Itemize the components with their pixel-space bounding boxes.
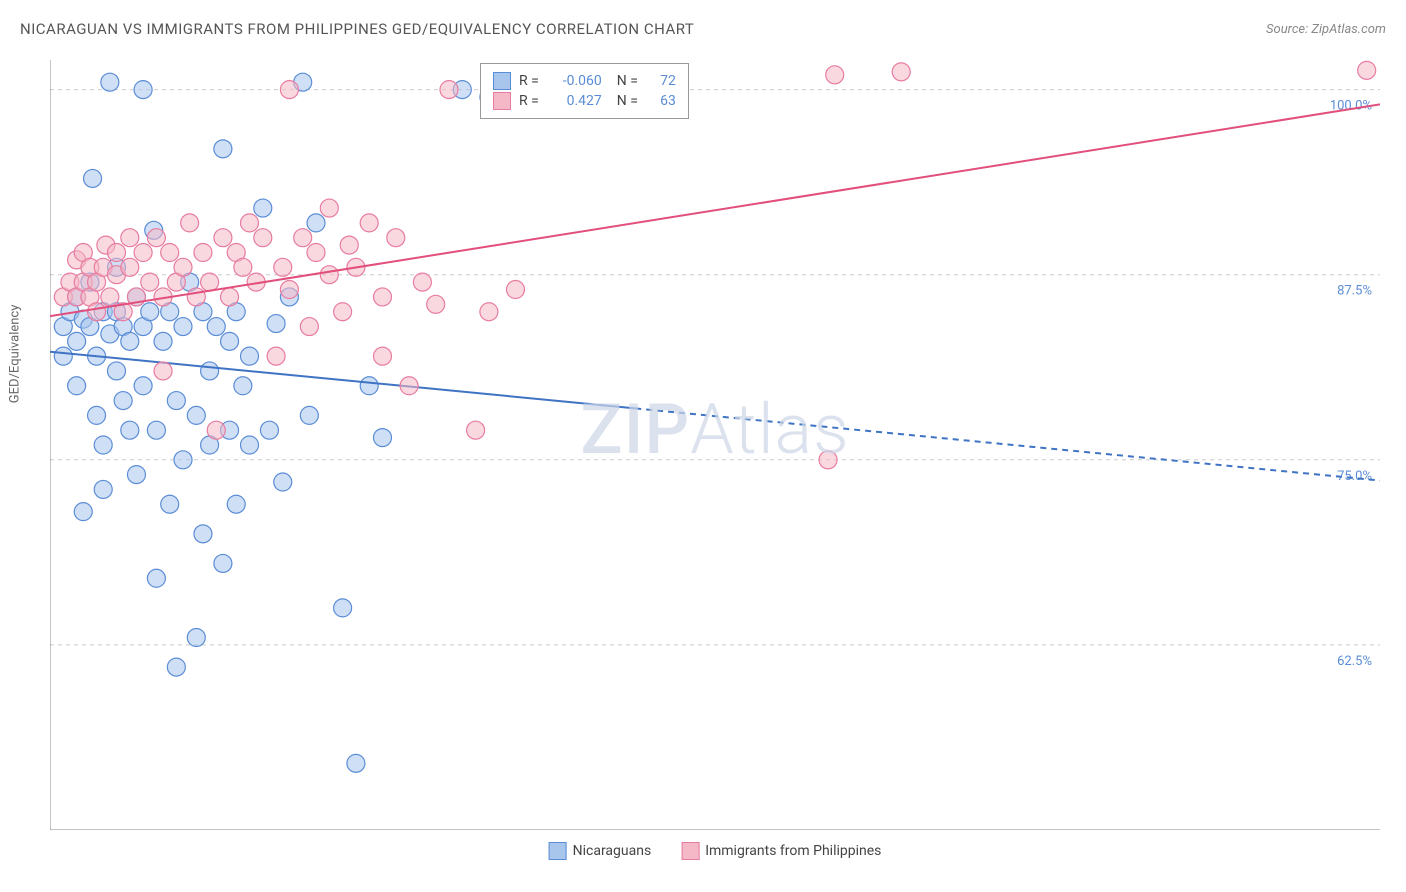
n-value: 63 <box>646 93 676 109</box>
chart-header: NICARAGUAN VS IMMIGRANTS FROM PHILIPPINE… <box>20 20 1386 38</box>
r-value: -0.060 <box>547 73 602 89</box>
correlation-row: R = 0.427 N = 63 <box>493 92 676 110</box>
legend-swatch <box>493 72 511 90</box>
svg-text:62.5%: 62.5% <box>1337 654 1372 669</box>
chart-source: Source: ZipAtlas.com <box>1266 22 1386 37</box>
legend-swatch <box>549 842 567 860</box>
r-label: R = <box>519 73 539 89</box>
chart-title: NICARAGUAN VS IMMIGRANTS FROM PHILIPPINE… <box>20 20 694 38</box>
legend-swatch <box>681 842 699 860</box>
r-label: R = <box>519 93 539 109</box>
legend-label: Immigrants from Philippines <box>705 843 881 859</box>
svg-text:87.5%: 87.5% <box>1337 284 1372 299</box>
correlation-row: R = -0.060 N = 72 <box>493 72 676 90</box>
legend-label: Nicaraguans <box>573 843 652 859</box>
n-value: 72 <box>646 73 676 89</box>
r-value: 0.427 <box>547 93 602 109</box>
x-legend-item: Nicaraguans <box>549 842 652 860</box>
correlation-legend: R = -0.060 N = 72 R = 0.427 N = 63 <box>480 63 689 119</box>
scatter-plot: 62.5%75.0%87.5%100.0%0.0%100.0% <box>50 60 1380 830</box>
chart-area: GED/Equivalency 62.5%75.0%87.5%100.0%0.0… <box>50 60 1380 830</box>
x-legend: Nicaraguans Immigrants from Philippines <box>549 842 882 860</box>
svg-text:75.0%: 75.0% <box>1337 469 1372 484</box>
legend-swatch <box>493 92 511 110</box>
y-axis-label: GED/Equivalency <box>8 305 23 404</box>
n-label: N = <box>610 73 638 89</box>
n-label: N = <box>610 93 638 109</box>
x-legend-item: Immigrants from Philippines <box>681 842 881 860</box>
